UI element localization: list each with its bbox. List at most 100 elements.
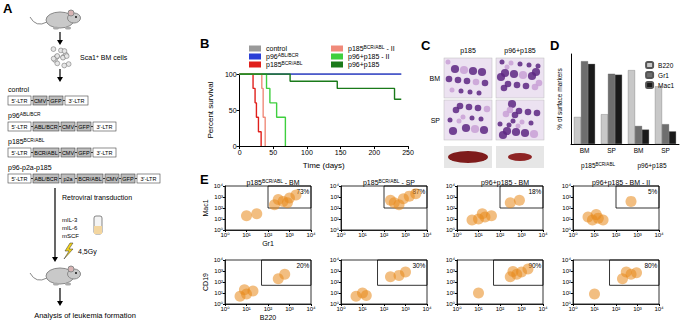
- svg-text:10⁰: 10⁰: [568, 306, 578, 312]
- svg-text:10³: 10³: [214, 194, 223, 200]
- svg-text:10¹: 10¹: [446, 216, 455, 222]
- svg-text:10³: 10³: [401, 232, 410, 238]
- svg-text:p185: p185: [581, 162, 596, 170]
- svg-text:10³: 10³: [214, 268, 223, 274]
- svg-text:10⁴: 10⁴: [562, 257, 572, 263]
- svg-text:Gr1: Gr1: [262, 240, 274, 247]
- svg-text:100: 100: [225, 71, 237, 78]
- svg-text:10⁴: 10⁴: [538, 306, 548, 312]
- svg-text:p185: p185: [266, 61, 282, 69]
- svg-text:10²: 10²: [214, 279, 223, 285]
- svg-text:10²: 10²: [264, 232, 273, 238]
- svg-text:B220: B220: [260, 314, 276, 321]
- svg-text:control: control: [8, 86, 29, 93]
- svg-text:BM: BM: [430, 75, 441, 82]
- svg-text:10⁰: 10⁰: [452, 306, 462, 312]
- svg-text:p185: p185: [363, 179, 379, 187]
- svg-text:Mac1: Mac1: [202, 199, 209, 216]
- svg-text:p96+p185 - BM: p96+p185 - BM: [481, 179, 529, 187]
- svg-text:BCR/ABL: BCR/ABL: [262, 179, 283, 184]
- svg-text:p185: p185: [348, 45, 364, 53]
- svg-text:10⁴: 10⁴: [306, 232, 316, 238]
- svg-text:10¹: 10¹: [330, 290, 339, 296]
- svg-text:p96+p185: p96+p185: [348, 61, 379, 69]
- svg-text:Mac1: Mac1: [658, 82, 674, 89]
- svg-text:10¹: 10¹: [358, 306, 367, 312]
- svg-text:p185BCR/ABL: p185BCR/ABL: [8, 138, 45, 146]
- svg-text:80%: 80%: [644, 262, 657, 269]
- svg-text:p2a: p2a: [63, 176, 73, 182]
- svg-text:SP: SP: [607, 147, 616, 154]
- svg-text:ABL/BCR: ABL/BCR: [34, 124, 58, 130]
- svg-text:3'-LTR: 3'-LTR: [97, 150, 113, 156]
- svg-text:10²: 10²: [612, 306, 621, 312]
- svg-text:10⁰: 10⁰: [452, 232, 462, 238]
- svg-text:10⁴: 10⁴: [446, 257, 456, 263]
- svg-text:p185: p185: [460, 47, 476, 55]
- svg-text:10³: 10³: [330, 268, 339, 274]
- svg-text:10¹: 10¹: [562, 290, 571, 296]
- svg-text:10²: 10²: [380, 306, 389, 312]
- svg-text:150: 150: [335, 149, 347, 156]
- svg-text:10³: 10³: [633, 306, 642, 312]
- svg-text:BM: BM: [634, 147, 644, 154]
- svg-text:10²: 10²: [446, 279, 455, 285]
- svg-text:% of surface markers: % of surface markers: [556, 68, 563, 130]
- svg-text:p96ABL/BCR: p96ABL/BCR: [8, 112, 41, 120]
- svg-text:p96+p185: p96+p185: [504, 47, 535, 55]
- svg-text:p96+p185 - BM - II: p96+p185 - BM - II: [592, 179, 650, 187]
- svg-text:10⁴: 10⁴: [422, 232, 432, 238]
- svg-text:10⁴: 10⁴: [654, 306, 664, 312]
- svg-text:control: control: [266, 45, 287, 52]
- svg-text:10³: 10³: [446, 194, 455, 200]
- svg-text:10¹: 10¹: [242, 232, 251, 238]
- svg-text:100: 100: [301, 149, 313, 156]
- svg-text:Sca1+ BM cells: Sca1+ BM cells: [80, 54, 128, 61]
- svg-text:B220: B220: [658, 62, 674, 69]
- svg-text:10⁴: 10⁴: [562, 183, 572, 189]
- svg-text:mSCF: mSCF: [62, 233, 79, 239]
- svg-text:- SP: - SP: [399, 179, 415, 186]
- svg-text:0: 0: [233, 143, 237, 150]
- svg-text:10⁴: 10⁴: [330, 183, 340, 189]
- svg-text:10⁰: 10⁰: [568, 232, 578, 238]
- svg-text:CMV: CMV: [34, 98, 47, 104]
- svg-text:5'-LTR: 5'-LTR: [12, 176, 28, 182]
- svg-text:- II: - II: [385, 45, 395, 52]
- svg-text:5%: 5%: [648, 188, 658, 195]
- svg-text:10¹: 10¹: [330, 216, 339, 222]
- svg-text:CMV: CMV: [106, 176, 119, 182]
- svg-text:10¹: 10¹: [474, 306, 483, 312]
- svg-text:10¹: 10¹: [214, 216, 223, 222]
- svg-text:10²: 10²: [612, 232, 621, 238]
- svg-text:3'-LTR: 3'-LTR: [69, 98, 85, 104]
- svg-text:BCR/ABL: BCR/ABL: [282, 61, 303, 66]
- svg-text:SP: SP: [661, 147, 670, 154]
- svg-text:10²: 10²: [496, 232, 505, 238]
- svg-text:SP: SP: [431, 117, 441, 124]
- svg-text:10⁴: 10⁴: [422, 306, 432, 312]
- svg-text:10³: 10³: [517, 306, 526, 312]
- svg-text:10⁰: 10⁰: [336, 306, 346, 312]
- svg-text:5'-LTR: 5'-LTR: [12, 124, 28, 130]
- svg-text:10¹: 10¹: [590, 232, 599, 238]
- svg-text:5'-LTR: 5'-LTR: [12, 150, 28, 156]
- svg-text:p185: p185: [246, 179, 262, 187]
- svg-text:ABL/BCR: ABL/BCR: [34, 176, 58, 182]
- svg-text:4,5Gy: 4,5Gy: [78, 248, 97, 256]
- svg-text:mIL-3: mIL-3: [62, 217, 78, 223]
- svg-text:GFP: GFP: [50, 98, 62, 104]
- svg-text:10³: 10³: [401, 306, 410, 312]
- svg-text:10³: 10³: [330, 194, 339, 200]
- svg-text:GFP: GFP: [78, 150, 90, 156]
- svg-text:10⁰: 10⁰: [220, 306, 230, 312]
- svg-text:50: 50: [229, 107, 237, 114]
- svg-text:10¹: 10¹: [590, 306, 599, 312]
- svg-text:10³: 10³: [285, 306, 294, 312]
- svg-text:30%: 30%: [412, 262, 425, 269]
- svg-text:10²: 10²: [496, 306, 505, 312]
- svg-text:CD19: CD19: [202, 273, 209, 291]
- svg-text:5'-LTR: 5'-LTR: [12, 98, 28, 104]
- svg-text:10⁴: 10⁴: [214, 257, 224, 263]
- svg-text:10¹: 10¹: [474, 232, 483, 238]
